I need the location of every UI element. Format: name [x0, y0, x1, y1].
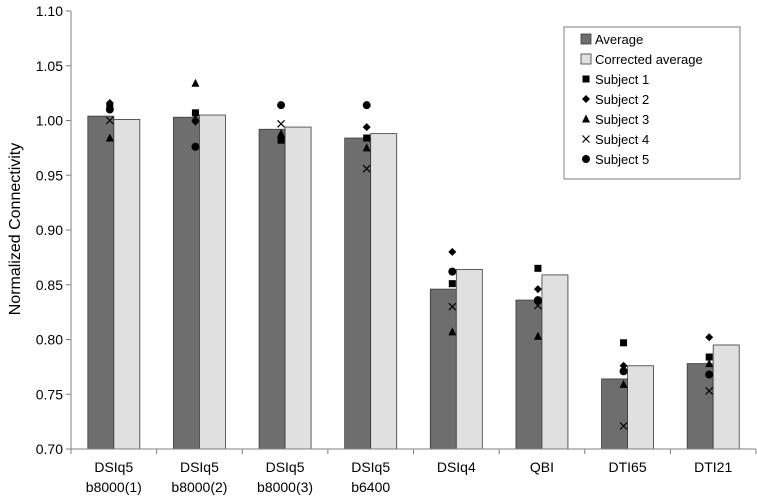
point-subject-1: [620, 339, 628, 347]
point-subject-1: [191, 109, 199, 117]
point-subject-4: [448, 302, 457, 311]
bar-average: [87, 115, 115, 450]
point-subject-5: [105, 105, 114, 114]
bar-average: [344, 137, 372, 450]
legend-marker: [582, 95, 590, 103]
point-subject-5: [448, 267, 457, 276]
x-category-label: b8000(2): [171, 479, 227, 495]
legend-label: Subject 1: [595, 72, 649, 87]
bar-corrected-average: [455, 269, 483, 450]
x-category-label: DTI21: [694, 459, 732, 475]
point-subject-5: [705, 370, 714, 379]
bar-corrected-average: [627, 365, 654, 450]
point-subject-1: [448, 280, 456, 288]
subject-points: [105, 78, 714, 430]
x-category-label: QBI: [530, 459, 554, 475]
x-category-label: DSIq4: [437, 459, 476, 475]
legend-marker: [582, 114, 590, 123]
x-category-label: DTI65: [609, 459, 647, 475]
y-tick-label: 0.70: [36, 441, 63, 457]
y-tick-label: 1.00: [36, 113, 63, 129]
legend-marker: [582, 75, 590, 83]
legend-marker: [582, 135, 590, 143]
legend-label: Subject 3: [595, 112, 649, 127]
y-tick-label: 0.75: [36, 386, 63, 402]
x-category-label: DSIq5: [180, 459, 219, 475]
bar-average: [173, 116, 200, 450]
bars: [87, 114, 740, 450]
point-subject-3: [105, 133, 114, 142]
y-tick-label: 1.05: [36, 58, 63, 74]
x-axis-labels: DSIq5 b8000(1) DSIq5 b8000(2) DSIq5 b8000(3) D…: [70, 449, 757, 495]
y-tick-label: 0.85: [36, 277, 63, 293]
point-subject-1: [534, 264, 542, 272]
point-subject-4: [619, 422, 628, 430]
x-category-label: b8000(3): [257, 479, 313, 495]
legend-label: Subject 2: [595, 92, 649, 107]
point-subject-3: [448, 327, 457, 336]
point-subject-4: [705, 387, 714, 395]
bar-corrected-average: [712, 344, 740, 450]
bar-average: [429, 288, 457, 450]
point-subject-5: [362, 101, 371, 110]
point-subject-3: [705, 359, 714, 368]
legend-swatch: [580, 53, 592, 65]
point-subject-2: [105, 98, 114, 107]
point-subject-3: [191, 78, 200, 87]
y-tick-label: 1.10: [36, 3, 63, 19]
point-subject-2: [362, 123, 371, 132]
legend-label: Corrected average: [595, 52, 703, 67]
x-category-label: DSIq5: [351, 459, 390, 475]
legend-box: [563, 26, 741, 180]
legend-label: Average: [595, 32, 643, 47]
point-subject-3: [277, 129, 286, 138]
x-category-label: b6400: [351, 479, 390, 495]
point-subject-1: [363, 134, 371, 142]
point-subject-2: [619, 361, 628, 370]
bar-corrected-average: [199, 114, 226, 450]
point-subject-2: [533, 285, 542, 294]
bar-corrected-average: [284, 126, 312, 450]
point-subject-3: [619, 379, 628, 388]
y-tick-label: 0.80: [36, 332, 63, 348]
bar-average: [258, 128, 286, 450]
point-subject-4: [105, 116, 114, 125]
point-subject-5: [533, 296, 542, 305]
legend-swatch: [580, 33, 592, 45]
point-subject-4: [191, 113, 200, 122]
legend-label: Subject 5: [595, 152, 649, 167]
bar-corrected-average: [113, 119, 141, 450]
point-subject-4: [362, 164, 371, 173]
point-subject-2: [448, 247, 457, 256]
point-subject-5: [277, 101, 286, 110]
y-axis-title: Normalized Connectivity: [7, 143, 24, 316]
point-subject-5: [191, 142, 200, 151]
point-subject-1: [705, 353, 713, 361]
bar-corrected-average: [541, 274, 569, 450]
point-subject-5: [619, 367, 628, 376]
y-axis-ticks: 0.70 0.75 0.80 0.85 0.90 0.95 1.00 1.05 1.10: [36, 3, 71, 457]
bar-average: [515, 299, 543, 450]
legend-label: Subject 4: [595, 132, 649, 147]
bar-corrected-average: [370, 133, 398, 450]
point-subject-3: [533, 331, 542, 340]
x-category-label: b8000(1): [86, 479, 142, 495]
bar-average: [601, 378, 628, 450]
legend: Average Corrected average Subject 1 Subject…: [563, 26, 741, 180]
legend-marker: [582, 155, 590, 163]
point-subject-3: [362, 143, 371, 152]
y-tick-label: 0.90: [36, 222, 63, 238]
x-category-label: DSIq5: [94, 459, 133, 475]
x-category-label: DSIq5: [266, 459, 305, 475]
point-subject-2: [705, 333, 714, 342]
point-subject-4: [277, 119, 285, 128]
y-tick-label: 0.95: [36, 167, 63, 183]
